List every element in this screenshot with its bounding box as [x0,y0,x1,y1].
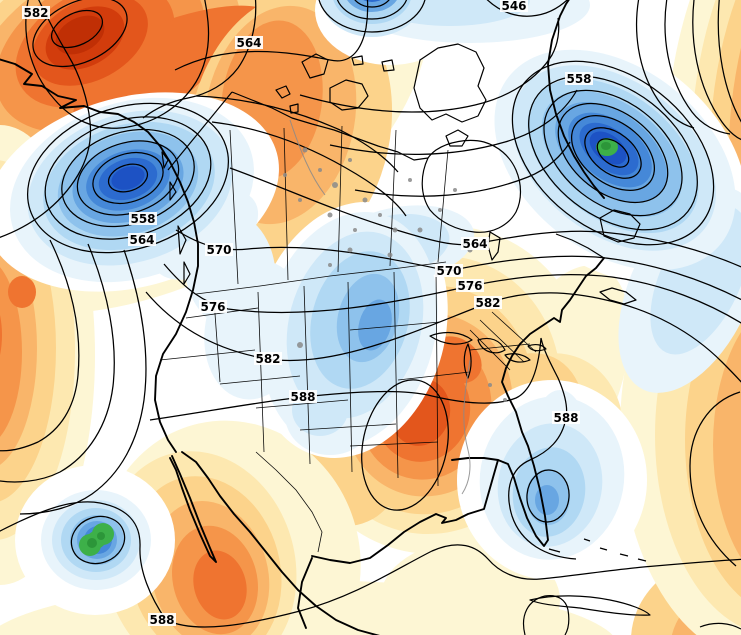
contour-label: 588 [552,411,580,425]
contour-label: 582 [254,352,282,366]
svg-text:558: 558 [130,212,155,226]
svg-text:588: 588 [290,390,315,404]
contour-label: 558 [129,212,157,226]
svg-text:546: 546 [501,0,526,13]
contour-label: 576 [199,300,227,314]
contour-label: 564 [235,36,263,50]
contour-label: 588 [148,613,176,627]
svg-text:576: 576 [200,300,225,314]
svg-text:576: 576 [457,279,482,293]
svg-text:570: 570 [206,243,231,257]
svg-text:570: 570 [436,264,461,278]
svg-text:564: 564 [129,233,154,247]
contour-label: 576 [456,279,484,293]
svg-text:582: 582 [23,6,48,20]
political-borders [159,125,537,553]
svg-text:582: 582 [475,296,500,310]
contour-label: 546 [500,0,528,13]
contour-label: 570 [435,264,463,278]
svg-text:564: 564 [236,36,261,50]
contour-label: 558 [565,72,593,86]
svg-text:558: 558 [566,72,591,86]
contour-label: 564 [128,233,156,247]
contour-label: 588 [289,390,317,404]
svg-text:588: 588 [553,411,578,425]
svg-text:588: 588 [149,613,174,627]
contour-label: 570 [205,243,233,257]
contour-label: 582 [474,296,502,310]
contour-labels-layer: 5825645465585585645705765825885645705765… [22,0,593,627]
contour-label: 564 [461,237,489,251]
contour-label: 582 [22,6,50,20]
svg-text:582: 582 [255,352,280,366]
svg-text:564: 564 [462,237,487,251]
